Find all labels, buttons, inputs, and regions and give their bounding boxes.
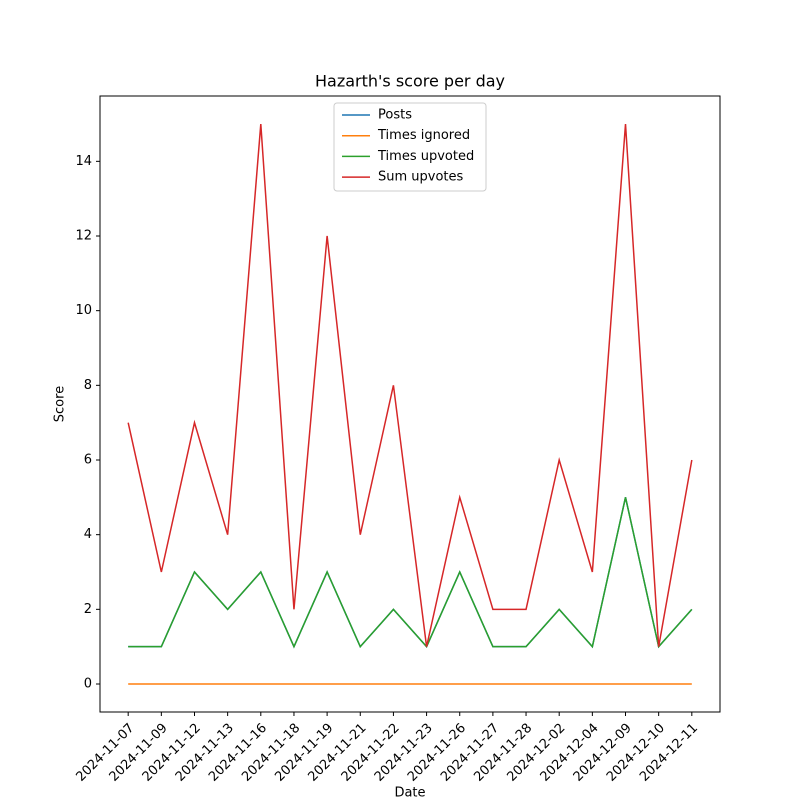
x-axis-label: Date bbox=[394, 786, 425, 800]
legend-label: Posts bbox=[378, 108, 412, 123]
legend-label: Times upvoted bbox=[377, 149, 474, 164]
y-tick-label: 8 bbox=[84, 378, 92, 393]
legend-label: Sum upvotes bbox=[378, 170, 464, 185]
y-tick-label: 0 bbox=[84, 677, 92, 692]
y-tick-label: 4 bbox=[84, 527, 92, 542]
series-line bbox=[127, 123, 693, 647]
y-tick-label: 10 bbox=[75, 303, 92, 318]
y-tick-label: 14 bbox=[75, 154, 92, 169]
y-axis-label: Score bbox=[53, 386, 68, 422]
chart-title: Hazarth's score per day bbox=[315, 72, 505, 91]
series-line bbox=[128, 497, 693, 649]
plot-frame bbox=[99, 95, 721, 713]
legend-box bbox=[333, 102, 487, 192]
legend-label: Times ignored bbox=[377, 128, 470, 143]
y-tick-label: 6 bbox=[84, 453, 92, 468]
y-tick-label: 12 bbox=[75, 229, 92, 244]
y-tick-label: 2 bbox=[84, 602, 92, 617]
